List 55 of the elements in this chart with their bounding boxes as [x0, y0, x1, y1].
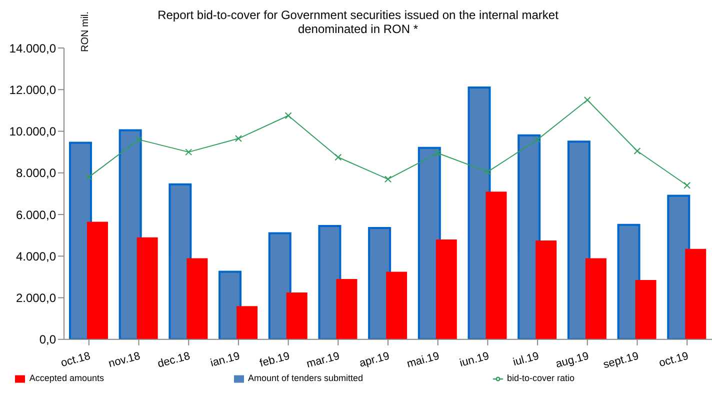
- point: [584, 96, 591, 104]
- x-tick-label: mai.19: [406, 350, 441, 370]
- x-tick-label: oct.18: [60, 350, 92, 370]
- bar: [236, 306, 258, 340]
- bar: [186, 258, 208, 340]
- point: [384, 176, 392, 183]
- x-tick-label: nov.18: [107, 350, 142, 370]
- bar: [136, 237, 158, 340]
- chart-title: Report bid-to-cover for Government securities issued on the internal market denominated in RON *: [156, 8, 560, 36]
- x-tick-label: sept.19: [602, 350, 640, 372]
- bar: [585, 258, 606, 340]
- y-tick-label: 4.000,0: [16, 249, 56, 264]
- point: [484, 168, 492, 176]
- point: [434, 150, 442, 157]
- x-tick-label: feb.19: [258, 350, 292, 370]
- x-tick-label: oct.19: [658, 350, 690, 370]
- x-tick-label: apr.19: [358, 350, 391, 370]
- x-tick-label: mar.19: [305, 350, 341, 371]
- point: [634, 148, 641, 155]
- x-tick-label: aug.19: [554, 350, 590, 371]
- bar: [536, 240, 557, 340]
- bar: [567, 140, 590, 340]
- bar: [436, 239, 457, 340]
- point: [284, 112, 292, 120]
- bar: [218, 270, 242, 340]
- bar: [635, 280, 656, 340]
- bar: [268, 232, 292, 340]
- y-tick-label: 0,0: [39, 332, 56, 347]
- point: [534, 136, 542, 144]
- x-tick-label: dec.18: [156, 350, 192, 370]
- point: [185, 148, 192, 156]
- legend-label: bid-to-cover ratio: [507, 373, 575, 384]
- legend-label: Amount of tenders submitted: [248, 373, 364, 384]
- point: [334, 154, 342, 161]
- bar: [86, 222, 108, 340]
- point: [684, 182, 691, 189]
- y-tick-label: 2.000,0: [16, 291, 56, 306]
- x-tick-label: iul.19: [512, 350, 540, 369]
- bar: [286, 292, 308, 340]
- x-tick-label: iun.19: [458, 350, 490, 370]
- x-tick-label: ian.19: [209, 350, 242, 370]
- bar: [486, 192, 507, 340]
- y-tick-label: 14.000,0: [9, 41, 56, 56]
- point: [85, 174, 92, 181]
- y-tick-label: 8.000,0: [16, 166, 56, 180]
- y-tick-label: 6.000,0: [16, 208, 56, 222]
- legend-label: Accepted amounts: [29, 373, 104, 384]
- bar: [336, 279, 358, 340]
- point: [234, 135, 242, 142]
- point: [135, 136, 142, 144]
- bar: [685, 248, 706, 340]
- y-tick-label: 12.000,0: [9, 82, 56, 97]
- y-tick-label: 10.000,0: [9, 124, 56, 139]
- bar: [386, 272, 408, 340]
- y-axis-title: RON mil.: [80, 11, 91, 52]
